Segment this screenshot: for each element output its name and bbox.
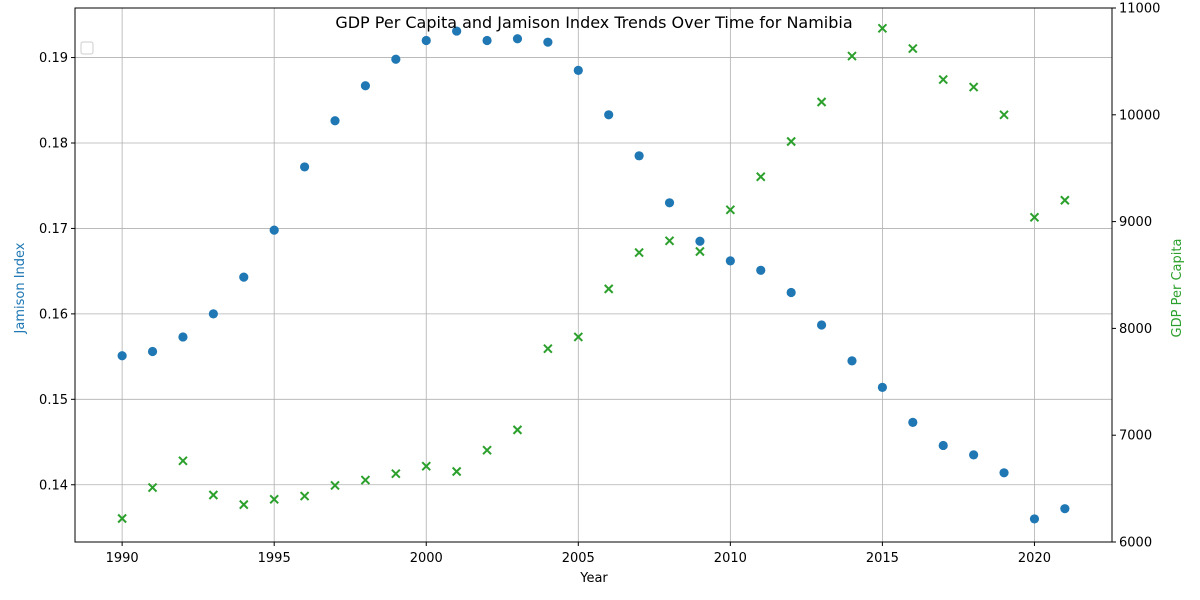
- jamison-point: [208, 309, 218, 319]
- data-points: [117, 23, 1070, 524]
- right-y-tick-label: 11000: [1119, 2, 1160, 17]
- gdp-point: [573, 332, 584, 342]
- gdp-point: [664, 236, 675, 246]
- jamison-point: [482, 35, 492, 46]
- jamison-point: [178, 332, 188, 342]
- gdp-point: [816, 97, 827, 107]
- x-tick-label: 2020: [1018, 551, 1051, 566]
- gdp-point: [147, 482, 158, 493]
- x-tick-label: 2015: [866, 551, 899, 566]
- gdp-point: [299, 491, 310, 501]
- x-tick-label: 1990: [106, 551, 139, 566]
- left-y-tick-label: 0.19: [39, 51, 68, 66]
- gdp-point: [877, 23, 888, 33]
- gdp-point: [330, 480, 340, 491]
- gdp-point: [451, 466, 462, 477]
- x-axis: 1990 1995 2000 2005 2010 2015 2020: [106, 542, 1051, 566]
- left-y-tick-label: 0.17: [39, 222, 68, 237]
- left-y-axis: 0.14 0.15 0.16 0.17 0.18 0.19: [39, 51, 75, 493]
- gdp-point: [117, 513, 127, 524]
- jamison-point: [756, 265, 766, 275]
- jamison-point: [725, 256, 735, 266]
- jamison-point: [147, 346, 158, 357]
- gdp-point: [1029, 212, 1040, 223]
- left-y-tick-label: 0.18: [39, 136, 68, 151]
- jamison-point: [269, 225, 279, 235]
- jamison-point: [877, 382, 888, 392]
- gdp-point: [1060, 195, 1070, 205]
- right-y-tick-label: 7000: [1119, 429, 1152, 444]
- gdp-point: [847, 51, 857, 61]
- gdp-point: [634, 247, 644, 258]
- gdp-point: [178, 456, 188, 466]
- jamison-point: [847, 356, 857, 366]
- gdp-point: [756, 172, 766, 182]
- gdp-point: [391, 468, 401, 479]
- gdp-point: [269, 494, 279, 504]
- gdp-point: [786, 136, 796, 147]
- jamison-point: [573, 65, 583, 75]
- gdp-point: [360, 475, 371, 485]
- left-y-tick-label: 0.14: [39, 478, 68, 493]
- legend-box: [80, 41, 94, 55]
- x-tick-label: 2010: [714, 551, 747, 566]
- series-gdp-per-capita: [117, 23, 1070, 524]
- gdp-point: [421, 461, 431, 471]
- gdp-point: [968, 82, 979, 92]
- x-axis-title: Year: [579, 571, 608, 586]
- left-y-tick-label: 0.16: [39, 307, 68, 322]
- jamison-point: [695, 236, 705, 246]
- jamison-point: [908, 417, 918, 427]
- gdp-point: [938, 74, 948, 85]
- jamison-point: [421, 35, 431, 46]
- jamison-point: [117, 351, 127, 361]
- jamison-point: [299, 162, 310, 172]
- jamison-point: [664, 198, 675, 208]
- right-y-tick-label: 8000: [1119, 322, 1152, 337]
- jamison-point: [452, 26, 462, 36]
- gdp-point: [725, 205, 736, 215]
- jamison-point: [239, 272, 249, 282]
- jamison-point: [1060, 504, 1070, 514]
- left-y-axis-title: Jamison Index: [13, 242, 28, 334]
- left-y-tick-label: 0.15: [39, 393, 68, 408]
- x-tick-label: 2005: [562, 551, 595, 566]
- jamison-point: [543, 37, 553, 47]
- gdp-point: [239, 499, 249, 510]
- series-jamison-index: [117, 26, 1070, 524]
- jamison-point: [816, 320, 827, 330]
- plot-area-frame: [74, 7, 1113, 543]
- jamison-point: [360, 81, 371, 91]
- x-tick-label: 1995: [258, 551, 291, 566]
- jamison-point: [999, 468, 1009, 478]
- right-y-tick-label: 10000: [1119, 108, 1160, 123]
- jamison-point: [786, 287, 796, 298]
- jamison-point: [604, 110, 614, 120]
- jamison-point: [512, 34, 523, 44]
- gdp-point: [208, 490, 219, 500]
- right-y-tick-label: 9000: [1119, 215, 1152, 230]
- right-y-axis-title: GDP Per Capita: [1170, 239, 1185, 338]
- jamison-point: [938, 440, 948, 451]
- jamison-point: [1029, 514, 1040, 524]
- right-y-tick-label: 6000: [1119, 536, 1152, 551]
- jamison-point: [330, 116, 340, 126]
- gdp-point: [908, 43, 918, 54]
- x-tick-label: 2000: [410, 551, 443, 566]
- gdp-point: [695, 246, 705, 257]
- jamison-point: [969, 450, 979, 460]
- gdp-point: [999, 110, 1009, 120]
- gdp-point: [603, 284, 614, 294]
- chart-title: GDP Per Capita and Jamison Index Trends …: [335, 13, 852, 32]
- gdp-point: [543, 343, 553, 354]
- gdp-point: [482, 445, 492, 455]
- jamison-point: [391, 54, 401, 64]
- grid-lines: [75, 8, 1112, 542]
- jamison-point: [634, 151, 644, 161]
- right-y-axis: 6000 7000 8000 9000 10000 11000: [1112, 2, 1160, 551]
- gdp-point: [512, 425, 523, 435]
